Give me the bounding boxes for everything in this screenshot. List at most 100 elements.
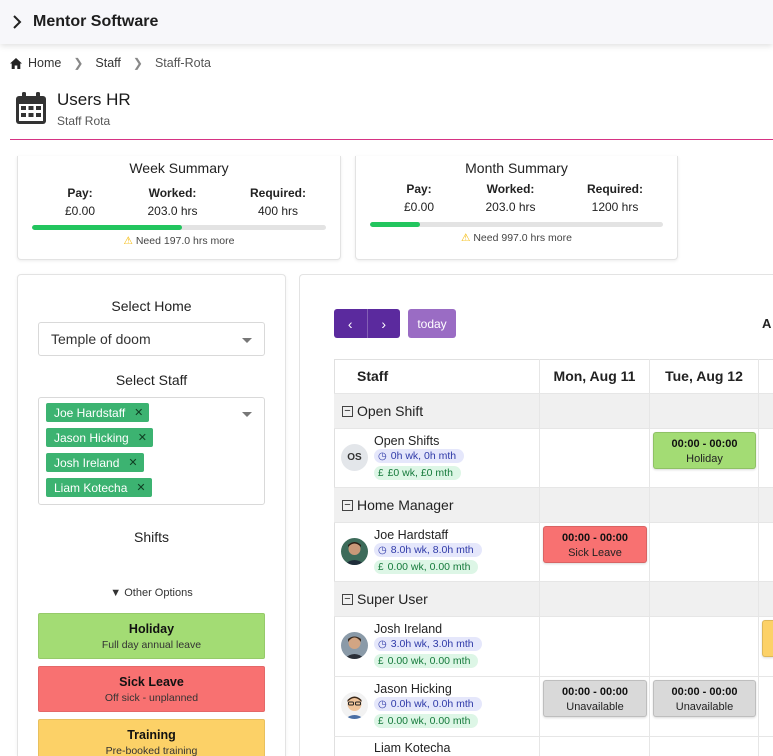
group-name: Home Manager <box>357 497 454 513</box>
week-pay: Pay: £0.00 <box>65 186 95 218</box>
day-cell[interactable] <box>650 523 759 581</box>
dropdown-caret-icon[interactable] <box>242 412 252 417</box>
day-cell[interactable] <box>650 677 759 736</box>
remove-chip-icon[interactable]: ✕ <box>128 457 138 469</box>
collapse-icon[interactable]: − <box>342 405 353 417</box>
shifts-label: Shifts <box>133 529 169 545</box>
prev-button[interactable]: ‹ <box>334 309 368 338</box>
staff-name: Jason Hicking <box>374 682 452 696</box>
staff-chip[interactable]: Josh Ireland ✕ <box>46 453 144 472</box>
hours-badge: ◷ 0h wk, 0h mth <box>374 449 465 463</box>
home-select[interactable]: Temple of doom <box>38 322 265 356</box>
pay-text: 0.00 wk, 0.00 mth <box>387 561 471 573</box>
shift-time: 00:00 - 00:00 <box>561 532 629 544</box>
next-button[interactable]: › <box>368 309 401 338</box>
staff-cell <box>334 737 540 756</box>
pound-icon: £ <box>378 561 384 573</box>
hours-badge: ◷ 0.0h wk, 0.0h mth <box>374 697 482 711</box>
remove-chip-icon[interactable]: ✕ <box>137 432 147 444</box>
day-cell[interactable] <box>540 617 650 676</box>
staff-chip[interactable]: Joe Hardstaff ✕ <box>46 403 150 422</box>
shift-event[interactable]: 00:00 - 00:00 Sick Leave <box>543 526 647 563</box>
staff-cell <box>334 617 540 676</box>
shift-type-name: Training <box>127 728 176 742</box>
pound-icon: £ <box>378 655 384 667</box>
week-pay-value: £0.00 <box>65 204 96 218</box>
clock-icon: ◷ <box>378 544 387 556</box>
month-worked: Worked: 203.0 hrs <box>485 182 535 214</box>
day-cell[interactable] <box>540 677 650 736</box>
staff-name: Josh Ireland <box>374 622 443 636</box>
pay-text: 0.00 wk, 0.00 mth <box>387 715 471 727</box>
triangle-down-icon: ▼ <box>110 587 122 599</box>
staff-chip[interactable]: Jason Hicking ✕ <box>46 428 153 447</box>
today-button[interactable]: today <box>408 309 456 338</box>
sidebar-toggle-icon[interactable] <box>10 15 24 29</box>
week-progress-bar <box>32 225 326 230</box>
staff-chip[interactable]: Liam Kotecha ✕ <box>46 478 152 497</box>
group-row-home-manager[interactable]: − Home Manager <box>334 488 773 523</box>
other-options-toggle[interactable]: ▼ Other Options <box>18 587 285 599</box>
col-header-day[interactable]: Mon, Aug 11 <box>540 359 650 393</box>
day-cell[interactable] <box>540 429 650 487</box>
group-cell <box>650 582 759 616</box>
staff-multiselect[interactable]: Joe Hardstaff ✕ Jason Hicking ✕ Josh Irela… <box>38 397 265 505</box>
week-hours-note: ⚠ Need 197.0 hrs more <box>18 235 340 247</box>
shift-time: 00:00 - 00:00 <box>671 686 738 698</box>
shift-event[interactable]: 00:00 - 00:00 Holiday <box>653 432 756 469</box>
shift-type-name: Sick Leave <box>119 675 184 689</box>
shift-type-sick-leave[interactable]: Sick Leave Off sick - unplanned <box>38 666 265 712</box>
day-cell[interactable] <box>650 737 759 756</box>
group-name: Open Shift <box>357 403 424 419</box>
select-home-label: Select Home <box>111 298 192 314</box>
shift-type-desc: Off sick - unplanned <box>104 692 199 704</box>
breadcrumb-home[interactable]: Home <box>10 56 61 70</box>
month-required-label: Required: <box>586 182 643 196</box>
page-subtitle: Staff Rota <box>57 114 111 128</box>
shift-type-training[interactable]: Training Pre-booked training <box>38 719 265 756</box>
week-hours-note-text: Need 197.0 hrs more <box>135 235 235 247</box>
app-title: Mentor Software <box>33 13 159 30</box>
group-cell <box>540 582 650 616</box>
staff-name: Open Shifts <box>374 434 440 448</box>
month-required: Required: 1200 hrs <box>587 182 643 214</box>
day-cell[interactable] <box>650 429 759 487</box>
warning-icon: ⚠ <box>123 235 133 247</box>
breadcrumb-staff[interactable]: Staff <box>95 56 121 70</box>
shift-event-partial[interactable] <box>762 620 773 657</box>
day-cell[interactable] <box>540 737 650 756</box>
collapse-icon[interactable]: − <box>342 499 353 511</box>
remove-chip-icon[interactable]: ✕ <box>136 482 146 494</box>
pay-badge: £ £0 wk, £0 mth <box>374 466 461 480</box>
group-row-open-shift[interactable]: − Open Shift <box>334 394 773 429</box>
week-pay-label: Pay: <box>67 186 93 200</box>
chevron-right-icon: › <box>381 315 387 332</box>
day-cell[interactable] <box>540 523 650 581</box>
month-pay: Pay: £0.00 <box>404 182 434 214</box>
clock-icon: ◷ <box>378 638 387 650</box>
remove-chip-icon[interactable]: ✕ <box>134 407 144 419</box>
month-pay-value: £0.00 <box>404 200 435 214</box>
pay-text: 0.00 wk, 0.00 mth <box>387 655 471 667</box>
shift-label: Sick Leave <box>568 547 622 559</box>
shift-event[interactable]: 00:00 - 00:00 Unavailable <box>653 680 756 717</box>
header-divider <box>10 139 773 140</box>
page-header: Users HR Staff Rota <box>16 90 131 128</box>
select-staff-label: Select Staff <box>115 372 188 388</box>
week-progress-fill <box>32 225 182 230</box>
other-options-label: Other Options <box>124 587 193 599</box>
date-range-label: A <box>762 316 772 331</box>
group-row-super-user[interactable]: − Super User <box>334 582 773 617</box>
collapse-icon[interactable]: − <box>342 593 353 605</box>
group-label: − Open Shift <box>342 403 423 419</box>
shift-event[interactable]: 00:00 - 00:00 Unavailable <box>543 680 647 717</box>
pay-badge: £0.00 wk, 0.00 mth <box>374 654 479 668</box>
day-cell[interactable] <box>650 617 759 676</box>
shift-time: 00:00 - 00:00 <box>671 438 738 450</box>
week-worked-value: 203.0 hrs <box>147 204 198 218</box>
group-cell <box>334 582 540 616</box>
col-header-day[interactable]: Tue, Aug 12 <box>650 359 759 393</box>
group-cell <box>540 488 650 522</box>
date-nav-group: ‹ › <box>334 309 400 338</box>
shift-type-holiday[interactable]: Holiday Full day annual leave <box>38 613 265 659</box>
